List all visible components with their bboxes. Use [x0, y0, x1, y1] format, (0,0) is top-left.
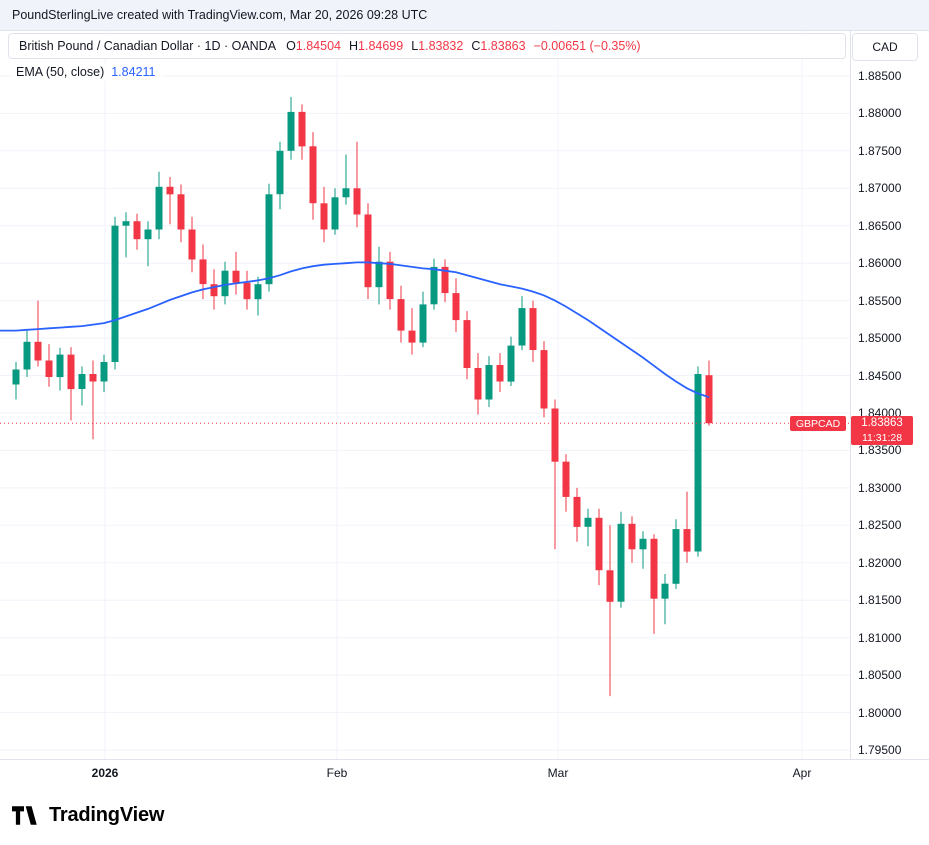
attribution-text: PoundSterlingLive created with TradingVi…	[12, 8, 428, 22]
price-axis[interactable]: 1.88500 1.88000 1.87500 1.87000 1.86500 1.860…	[850, 31, 929, 759]
price-tick-label: 1.86500	[858, 218, 902, 233]
price-tick-label: 1.83000	[858, 480, 902, 495]
currency-button[interactable]: CAD	[852, 33, 918, 61]
price-tick-label: 1.81500	[858, 593, 902, 608]
footer: TradingView	[0, 786, 929, 845]
price-tick-label: 1.87000	[858, 181, 902, 196]
ema-legend[interactable]: EMA (50, close) 1.84211	[10, 63, 162, 81]
price-tick-label: 1.85500	[858, 293, 902, 308]
price-tick-label: 1.88500	[858, 68, 902, 83]
grid-layer	[0, 31, 850, 759]
chart-region: British Pound / Canadian Dollar · 1D · O…	[0, 30, 929, 787]
price-line-symbol-badge: GBPCAD	[790, 416, 846, 432]
chart-plot[interactable]	[0, 31, 850, 759]
tradingview-logo-icon	[12, 806, 37, 825]
time-axis[interactable]: 2026 Feb Mar Apr	[0, 759, 929, 786]
price-tick-label: 1.80000	[858, 705, 902, 720]
last-price-axis-label: 1.83863 11:31:28	[851, 416, 913, 446]
ohlc-high: H1.84699	[348, 39, 404, 53]
ohlc-close: C1.83863	[471, 39, 526, 53]
tradingview-logo[interactable]: TradingView	[12, 804, 164, 827]
time-tick-label: Apr	[792, 766, 812, 780]
price-tick-label: 1.82500	[858, 518, 902, 533]
candles-layer	[12, 96, 713, 697]
change-value: −0.00651 (−0.35%)	[533, 39, 641, 53]
price-tick-label: 1.84500	[858, 368, 902, 383]
price-tick-label: 1.82000	[858, 555, 902, 570]
ema-line	[0, 261, 710, 399]
ohlc-open: O1.84504	[286, 39, 341, 53]
attribution-bar: PoundSterlingLive created with TradingVi…	[0, 0, 929, 30]
price-tick-label: 1.83500	[858, 443, 902, 458]
price-tick-label: 1.85000	[858, 331, 902, 346]
ohlc-low: L1.83832	[411, 39, 464, 53]
ema-value: 1.84211	[111, 65, 156, 79]
price-tick-label: 1.79500	[858, 743, 902, 757]
symbol-title: British Pound / Canadian Dollar · 1D · O…	[19, 39, 277, 53]
price-tick-label: 1.80500	[858, 668, 902, 683]
price-tick-label: 1.88000	[858, 106, 902, 121]
time-tick-label: Feb	[326, 766, 348, 780]
price-tick-label: 1.81000	[858, 630, 902, 645]
last-price-value: 1.83863	[861, 417, 903, 430]
time-tick-label: 2026	[91, 766, 119, 780]
symbol-legend[interactable]: British Pound / Canadian Dollar · 1D · O…	[8, 33, 846, 59]
ema-label: EMA (50, close)	[16, 65, 105, 79]
bar-close-countdown: 11:31:28	[861, 432, 903, 445]
price-tick-label: 1.87500	[858, 143, 902, 158]
time-tick-label: Mar	[547, 766, 569, 780]
tradingview-wordmark: TradingView	[49, 804, 165, 826]
price-tick-label: 1.86000	[858, 256, 902, 271]
